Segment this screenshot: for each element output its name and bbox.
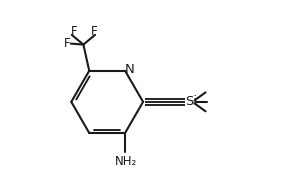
Text: F: F: [64, 37, 70, 50]
Text: F: F: [91, 25, 97, 38]
Text: Si: Si: [185, 95, 197, 108]
Text: F: F: [70, 25, 77, 38]
Text: N: N: [124, 63, 134, 76]
Text: NH₂: NH₂: [115, 155, 137, 168]
